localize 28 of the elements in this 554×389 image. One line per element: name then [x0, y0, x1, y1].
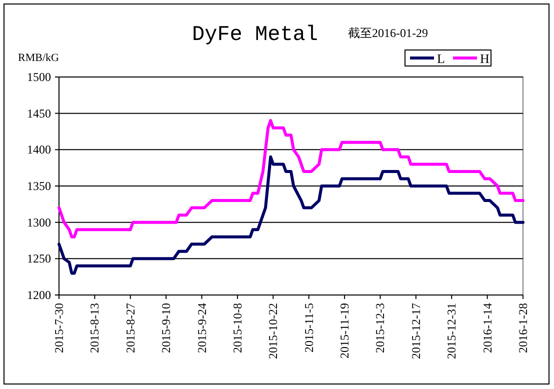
x-tick-label: 2015-10-22: [266, 303, 280, 359]
y-tick-label: 1400: [27, 142, 51, 157]
y-tick-label: 1300: [27, 215, 51, 230]
x-tick-label: 2015-7-30: [52, 303, 66, 353]
x-tick-label: 2015-12-31: [444, 303, 459, 359]
x-tick-label: 2015-12-17: [408, 303, 423, 359]
y-tick-label: 1200: [27, 288, 51, 302]
x-tick-label: 2015-11-19: [338, 303, 352, 359]
legend-label: H: [480, 51, 490, 66]
x-tick-label: 2015-8-13: [88, 303, 102, 353]
x-tick-label: 2015-10-8: [230, 303, 244, 353]
y-tick-label: 1350: [27, 179, 51, 193]
y-tick-label: 1250: [27, 252, 51, 266]
x-tick-label: 2015-9-24: [194, 303, 209, 353]
x-tick-label: 2015-11-5: [302, 303, 316, 353]
x-tick-label: 2016-1-28: [516, 303, 530, 353]
y-tick-label: 1450: [27, 106, 51, 120]
chart-title: DyFe Metal: [192, 24, 318, 47]
x-tick-label: 2015-8-27: [123, 303, 138, 353]
legend-label: L: [437, 51, 445, 66]
x-tick-label: 2015-12-3: [373, 303, 388, 353]
x-tick-label: 2016-1-14: [480, 303, 494, 353]
chart-subtitle: 截至2016-01-29: [348, 26, 428, 40]
y-axis-title: RMB/kG: [18, 52, 60, 64]
line-series: [58, 155, 524, 275]
x-tick-label: 2015-9-10: [159, 303, 174, 353]
line-series: [58, 119, 524, 238]
y-tick-label: 1500: [27, 70, 51, 84]
